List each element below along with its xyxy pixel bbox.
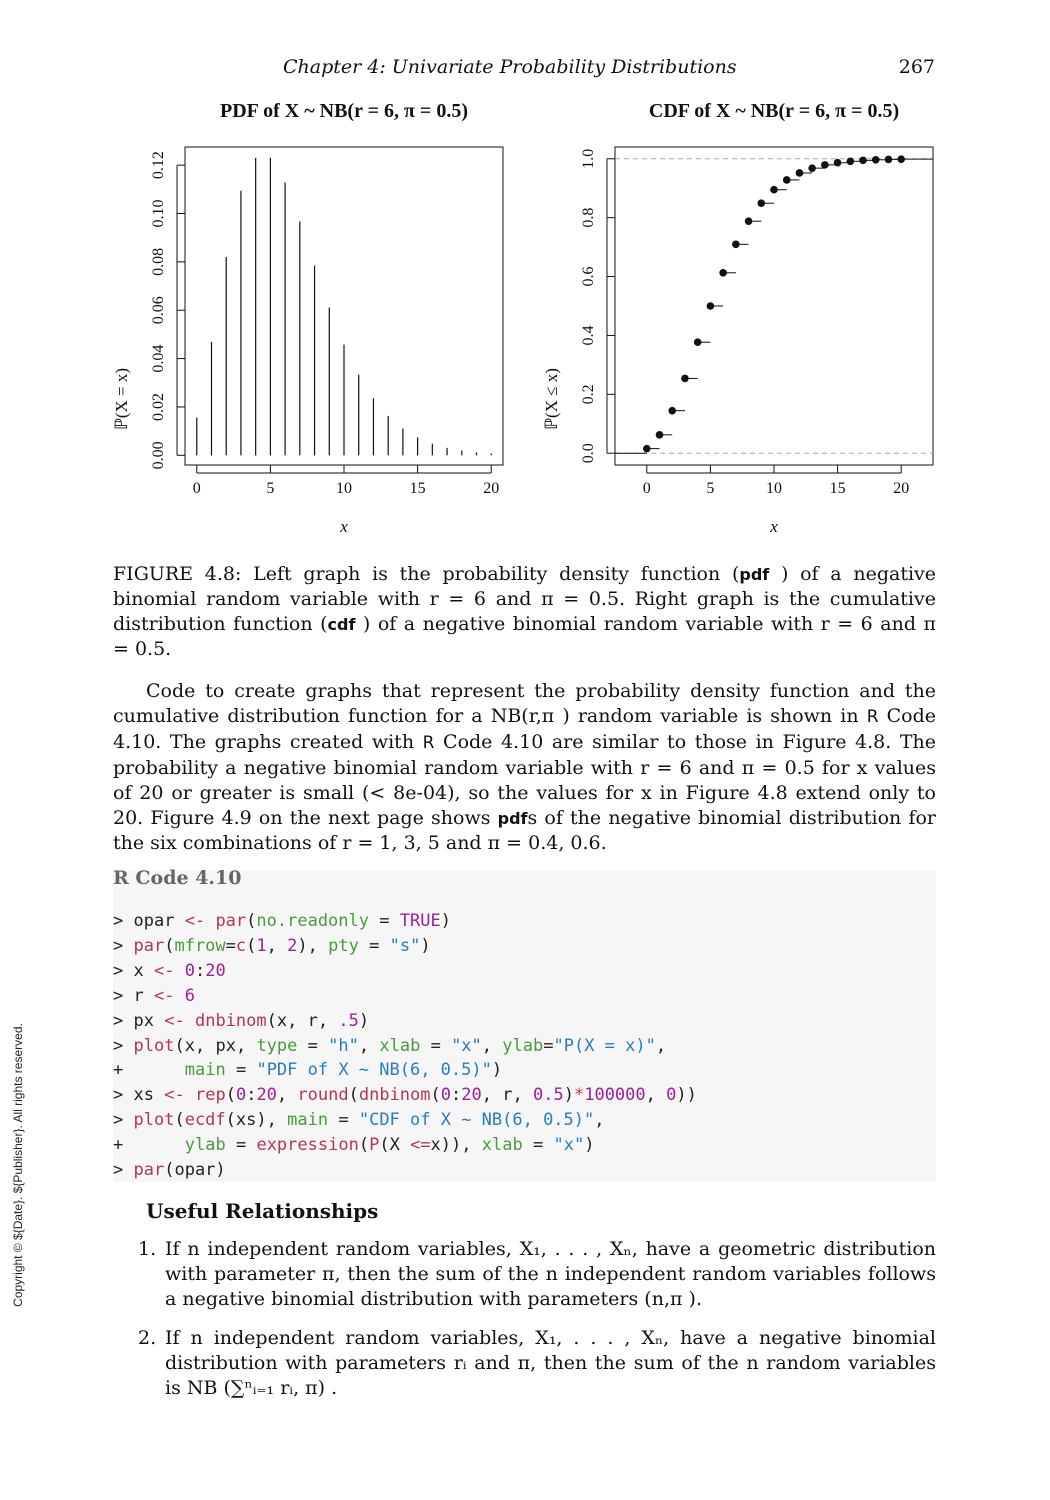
running-head: Chapter 4: Univariate Probability Distri… <box>283 56 935 82</box>
cdf-point <box>897 155 905 163</box>
caption-text: ) of a negative binomial random variable… <box>113 613 936 660</box>
code-line: + ylab = expression(P(X <=x)), xlab = "x… <box>113 1135 595 1156</box>
x-tick-label: 5 <box>266 480 274 497</box>
copyright-notice: Copyright © ${Date}. ${Publisher}. All r… <box>11 1023 25 1307</box>
cdf-point <box>782 176 791 184</box>
y-tick-label: 0.6 <box>580 267 597 287</box>
y-tick-label: 1.0 <box>580 149 597 169</box>
cdf-point <box>719 268 727 277</box>
code-line: > px <- dnbinom(x, r, .5) <box>113 1010 370 1031</box>
cdf-abbrev: cdf <box>327 615 356 634</box>
paragraph-text: s of the negative binomial distribution … <box>113 807 936 854</box>
cdf-point <box>846 157 855 166</box>
code-line: + main = "PDF of X ~ NB(6, 0.5)") <box>113 1060 503 1081</box>
figure-caption: FIGURE 4.8: Left graph is the probabilit… <box>113 562 936 662</box>
cdf-point <box>859 156 867 165</box>
x-tick-label: 10 <box>766 480 782 497</box>
y-tick-label: 0.06 <box>150 296 167 324</box>
list-number: 1. <box>138 1238 157 1260</box>
cdf-point <box>732 240 740 249</box>
code-line: > opar <- par(no.readonly = TRUE) <box>113 911 451 931</box>
y-tick-label: 0.10 <box>150 200 167 228</box>
code-line: > par(opar) <box>113 1160 226 1181</box>
paragraph-text: Code to create graphs that represent the… <box>113 680 936 727</box>
paragraph-text: Code 4.10. The graphs created with <box>113 705 936 753</box>
list-item: 1. If n independent random variables, X₁… <box>113 1237 936 1312</box>
cdf-point <box>871 155 880 164</box>
cdf-point <box>821 161 829 169</box>
cdf-point <box>757 199 766 208</box>
code-line: > plot(ecdf(xs), main = "CDF of X ~ NB(6… <box>113 1110 605 1131</box>
y-tick-label: 0.08 <box>150 248 167 276</box>
code-block-title: R Code 4.10 <box>113 867 242 889</box>
cdf-chart: CDF of X ~ NB(r = 6, π = 0.5) 0 5 10 15 20 0… <box>542 100 934 536</box>
code-line: > r <- 6 <box>113 985 195 1006</box>
y-tick-label: 0.04 <box>150 345 167 373</box>
chapter-title: Chapter 4: Univariate Probability Distri… <box>283 56 737 78</box>
y-tick-label: 0.8 <box>580 208 597 228</box>
cdf-point <box>744 217 753 225</box>
cdf-point <box>770 185 778 194</box>
cdf-point <box>681 374 689 383</box>
list-number: 2. <box>138 1327 157 1349</box>
x-tick-label: 15 <box>410 480 426 497</box>
x-axis-label: x <box>769 517 778 536</box>
r-label: R <box>866 707 879 727</box>
code-line: > x <- 0:20 <box>113 960 226 981</box>
cdf-point <box>833 158 842 167</box>
body-paragraph: Code to create graphs that represent the… <box>113 679 936 856</box>
list-text: If n independent random variables, X₁, .… <box>165 1327 936 1399</box>
cdf-point <box>884 155 893 164</box>
y-tick-label: 0.2 <box>580 384 597 404</box>
cdf-point <box>706 302 715 310</box>
chart-title: PDF of X ~ NB(r = 6, π = 0.5) <box>220 100 468 122</box>
y-tick-label: 0.00 <box>150 441 167 469</box>
code-block-background <box>113 871 936 1182</box>
cdf-point <box>808 164 816 172</box>
r-label: R <box>422 733 435 753</box>
pdf-chart: PDF of X ~ NB(r = 6, π = 0.5) 0 5 10 15 20 0… <box>112 100 504 536</box>
pdf-abbrev: pdf <box>739 565 770 584</box>
page-number: 267 <box>898 56 935 78</box>
x-tick-label: 20 <box>893 480 909 497</box>
caption-text: Left graph is the probability density fu… <box>241 563 740 585</box>
y-axis-label: ℙ(X ≤ x) <box>542 368 561 430</box>
cdf-point <box>643 444 651 453</box>
cdf-point <box>795 169 804 177</box>
code-line: > par(mfrow=c(1, 2), pty = "s") <box>113 935 431 956</box>
figure-label: FIGURE 4.8: <box>113 563 242 585</box>
x-axis-label: x <box>339 517 348 536</box>
cdf-point <box>693 338 702 347</box>
y-tick-label: 0.02 <box>150 393 167 421</box>
cdf-point <box>668 406 677 415</box>
x-tick-label: 0 <box>643 480 651 497</box>
x-tick-label: 5 <box>706 480 714 497</box>
x-tick-label: 10 <box>336 480 352 497</box>
x-tick-label: 20 <box>483 480 499 497</box>
list-item: 2. If n independent random variables, X₁… <box>113 1326 936 1401</box>
paragraph-text: Code 4.10 are similar to those in Figure… <box>113 731 937 829</box>
code-listing: > opar <- par(no.readonly = TRUE) > par(m… <box>113 909 936 1183</box>
x-tick-label: 0 <box>193 480 201 497</box>
pdf-abbrev: pdf <box>497 809 528 828</box>
chart-title: CDF of X ~ NB(r = 6, π = 0.5) <box>649 100 899 122</box>
list-text: If n independent random variables, X₁, .… <box>165 1238 936 1310</box>
relationship-list: 1. If n independent random variables, X₁… <box>113 1237 936 1401</box>
section-title: Useful Relationships <box>146 1199 379 1223</box>
y-axis-label: ℙ(X = x) <box>112 368 131 430</box>
caption-text: ) of a negative binomial random variable… <box>113 563 937 635</box>
code-line: > xs <- rep(0:20, round(dnbinom(0:20, r,… <box>113 1085 697 1106</box>
code-line: > plot(x, px, type = "h", xlab = "x", yl… <box>113 1035 667 1056</box>
y-tick-label: 0.12 <box>150 151 167 179</box>
x-tick-label: 15 <box>830 480 846 497</box>
y-tick-label: 0.4 <box>580 325 597 345</box>
cdf-point <box>655 431 664 439</box>
y-tick-label: 0.0 <box>580 443 597 463</box>
plot-frame <box>614 146 934 466</box>
